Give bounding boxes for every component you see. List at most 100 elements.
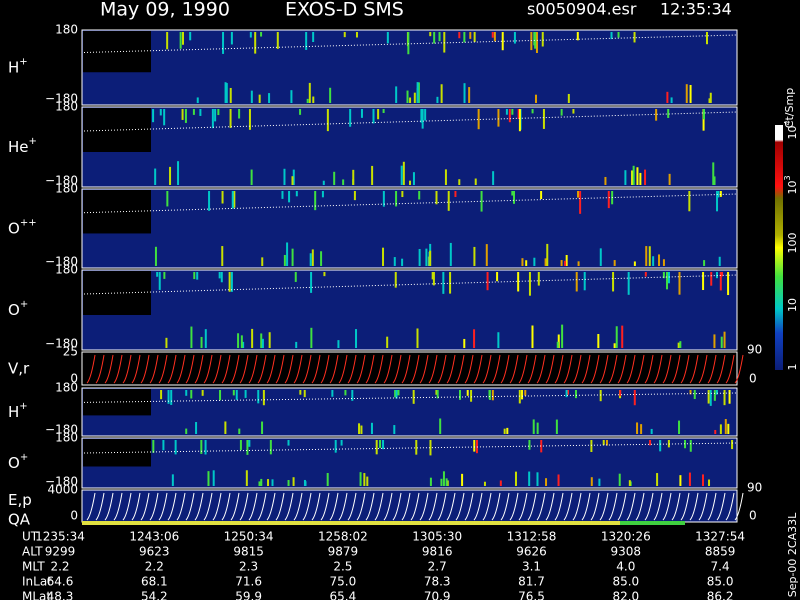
spectrogram-texture	[261, 338, 264, 348]
spectrogram-texture	[217, 109, 220, 116]
spectrogram-texture	[713, 390, 716, 401]
spectrogram-texture	[292, 477, 295, 486]
spectrogram-texture	[416, 82, 419, 103]
spectrogram-texture	[177, 161, 180, 185]
spectrogram-texture	[473, 440, 476, 452]
spectrogram-texture	[723, 390, 726, 406]
spectrogram-texture	[617, 32, 620, 38]
sweep-texture	[419, 492, 429, 521]
spectrogram-texture	[590, 440, 593, 453]
spectrogram-texture	[382, 440, 385, 450]
spectrogram-texture	[299, 390, 302, 395]
sweep-texture	[635, 492, 645, 521]
colorbar	[775, 125, 783, 370]
spectrogram-texture	[340, 440, 343, 446]
spectrogram-texture	[488, 390, 491, 399]
spectrogram-texture	[377, 109, 380, 120]
sweep-texture	[167, 492, 177, 521]
spectrogram-texture	[154, 246, 157, 266]
spectrogram-texture	[409, 97, 412, 103]
spectrogram-texture	[220, 272, 223, 283]
spectrogram-texture	[624, 170, 627, 185]
spectrogram-texture	[429, 250, 432, 266]
sweep-texture	[554, 492, 564, 521]
spectrogram-texture	[463, 32, 466, 43]
spectrogram-texture	[557, 474, 560, 486]
row-value: 1320:26	[601, 530, 651, 544]
panel	[81, 106, 738, 188]
spectrogram-texture	[628, 480, 631, 486]
sweep-texture	[734, 354, 744, 384]
spectrogram-texture	[261, 421, 264, 434]
spectrogram-texture	[303, 390, 306, 398]
spectrogram-texture	[291, 248, 294, 266]
row-value: 54.2	[141, 590, 168, 600]
sweep-texture	[491, 354, 501, 384]
file: s0050904.esr	[527, 0, 637, 19]
spectrogram-texture	[258, 94, 261, 103]
spectrogram-texture	[615, 326, 618, 348]
spectrogram-texture	[395, 86, 398, 103]
trace-line	[83, 274, 738, 295]
spectrogram-texture	[331, 390, 334, 397]
right-tick-label: 90	[747, 343, 762, 357]
trace-line	[83, 442, 738, 454]
sweep-texture	[95, 354, 105, 384]
sweep-texture	[266, 354, 276, 384]
spectrogram-texture	[417, 82, 420, 103]
spectrogram-texture	[506, 427, 509, 434]
spectrogram-texture	[224, 421, 227, 434]
spectrogram-texture	[667, 440, 670, 448]
sweep-texture	[131, 354, 141, 384]
spectrogram-texture	[677, 342, 680, 348]
spectrogram-texture	[409, 180, 412, 185]
spectrogram-texture	[670, 97, 673, 103]
sweep-texture	[662, 492, 672, 521]
spectrogram-texture	[167, 390, 170, 404]
spectrogram-texture	[607, 191, 610, 209]
spectrogram-texture	[684, 440, 687, 449]
sweep-texture	[149, 492, 159, 521]
sweep-texture	[563, 354, 573, 384]
sweep-texture	[257, 354, 267, 384]
spectrogram-texture	[514, 471, 517, 486]
spectrogram-texture	[534, 94, 537, 103]
spectrogram-texture	[718, 256, 721, 266]
data-gap	[83, 439, 151, 467]
sweep-texture	[410, 492, 420, 521]
spectrogram-texture	[425, 248, 428, 266]
spectrogram-texture	[689, 84, 692, 103]
spectrogram-texture	[650, 428, 653, 434]
y-tick-label: −180	[45, 475, 78, 489]
spectrogram-texture	[501, 32, 504, 51]
spectrogram-texture	[719, 424, 722, 434]
spectrogram-texture	[310, 327, 313, 348]
sweep-texture	[338, 492, 348, 521]
spectrogram-texture	[636, 422, 639, 434]
spectrogram-texture	[723, 331, 726, 348]
sweep-texture	[509, 492, 519, 521]
sweep-texture	[113, 354, 123, 384]
spectrogram-texture	[556, 341, 559, 348]
sweep-texture	[221, 492, 231, 521]
spectrogram-texture	[190, 326, 193, 348]
spectrogram-texture	[395, 191, 398, 207]
colorbar-label-base: 1	[786, 364, 799, 371]
spectrogram-texture	[200, 440, 203, 454]
spectrogram-texture	[576, 32, 579, 41]
row-value: 71.6	[235, 575, 262, 589]
spectrogram-texture	[528, 440, 531, 450]
spectrogram-texture	[535, 32, 538, 53]
colorbar-label-sup: 4	[783, 120, 792, 125]
sweep-texture	[356, 492, 366, 521]
row-value: 75.0	[330, 575, 357, 589]
spectrogram-texture	[531, 325, 534, 348]
sweep-texture	[653, 354, 663, 384]
spectrogram-texture	[439, 418, 442, 434]
spectrogram-texture	[689, 390, 692, 395]
spectrogram-texture	[222, 32, 225, 54]
sweep-texture	[131, 492, 141, 521]
spectrogram-texture	[195, 422, 198, 434]
spectrogram-texture	[260, 478, 263, 486]
spectrogram-texture	[238, 109, 241, 119]
